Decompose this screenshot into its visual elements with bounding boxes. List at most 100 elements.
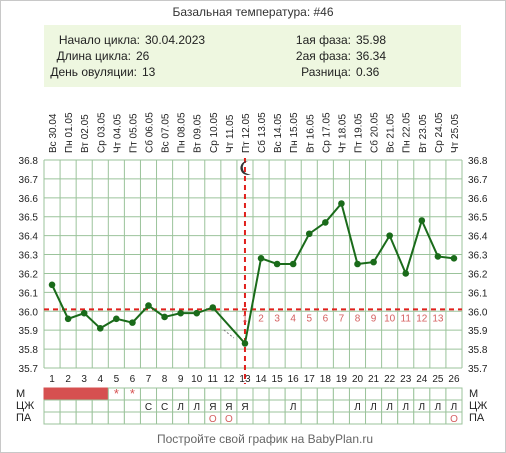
phase2-count: 4 (290, 313, 296, 324)
date-label: Пт 12.05 (241, 113, 252, 153)
date-label: Пн 22.05 (402, 112, 413, 153)
y-tick-label-right: 36.5 (468, 213, 488, 224)
marker-cell (91, 399, 109, 413)
cycle-length-value: 26 (136, 49, 150, 63)
temperature-point (418, 217, 426, 224)
day-number: 8 (162, 374, 168, 385)
marker-cell (381, 387, 399, 401)
phase2-count: 9 (371, 313, 377, 324)
marker-cell (252, 411, 270, 425)
date-label: Ср 03.05 (96, 112, 107, 153)
date-label: Пт 05.05 (128, 113, 139, 153)
day-number: 6 (130, 374, 136, 385)
reference-lines (44, 158, 462, 384)
marker-cell (300, 411, 318, 425)
date-label: Пн 15.05 (289, 112, 300, 153)
marker-cell (156, 411, 174, 425)
y-tick-label-right: 36.4 (468, 232, 488, 243)
marker-cell (204, 387, 222, 401)
marker-cell (397, 411, 415, 425)
marker-cell (139, 387, 158, 401)
date-label: Вт 09.05 (193, 114, 204, 153)
phase2-counts: 1 2 3 4 5 6 7 8 9 10 11 12 13 (242, 313, 444, 324)
marker-symbol: Л (370, 402, 377, 413)
marker-cell (59, 411, 77, 425)
y-tick-label: 35.9 (19, 326, 39, 337)
difference-label: Разница: (301, 65, 351, 79)
marker-symbol: С (161, 402, 168, 413)
temperature-point (96, 324, 104, 332)
day-number: 2 (65, 374, 71, 385)
marker-cell (43, 399, 61, 413)
y-tick-label-right: 36.1 (468, 288, 488, 299)
y-tick-labels: 35.7 35.7 35.8 35.8 35.9 35.9 36.0 36.0 36.1 36.1… (19, 156, 488, 375)
y-tick-label-right: 35.7 (468, 364, 488, 375)
temperature-point (209, 304, 217, 311)
day-number: 7 (146, 374, 152, 385)
ovulation-day-label: День овуляции: (50, 65, 137, 79)
row-label-m-right: М (469, 388, 478, 400)
y-tick-label: 36.6 (19, 194, 39, 205)
row-label-m: М (16, 388, 25, 400)
chart-title: Базальная температура: #46 (172, 5, 333, 19)
marker-symbol: С (145, 402, 152, 413)
temperature-point (48, 281, 56, 289)
marker-symbol: Я (209, 402, 216, 413)
cycle-start-label: Начало цикла: (59, 33, 140, 47)
day-number: 17 (304, 374, 316, 385)
day-number-labels: 1 2 3 4 5 6 7 8 9 10 11 12 13 14 15 16 17 18 19 20 21 22 23 24 2… (49, 374, 460, 385)
day-number: 18 (320, 374, 332, 385)
row-label-cf: ЦЖ (16, 400, 34, 412)
day-number: 24 (416, 374, 428, 385)
temperature-point (241, 340, 249, 347)
date-label: Чт 04.05 (112, 114, 123, 153)
phase2-count: 12 (416, 313, 428, 324)
footer-link[interactable]: Постройте свой график на BabyPlan.ru (157, 432, 373, 446)
marker-cell (123, 411, 141, 425)
marker-cell (268, 399, 286, 413)
marker-cell (332, 411, 350, 425)
info-left: Начало цикла: 30.04.2023 Длина цикла: 26… (50, 33, 205, 79)
marker-cell (75, 399, 93, 413)
cycle-length-label: Длина цикла: (57, 49, 131, 63)
marker-cell (429, 411, 447, 425)
date-label: Пн 01.05 (64, 112, 75, 153)
date-label: Пн 08.05 (177, 112, 188, 153)
date-label: Вс 21.05 (386, 113, 397, 153)
marker-cell (43, 411, 61, 425)
marker-symbol: * (130, 386, 135, 401)
marker-cell (75, 411, 93, 425)
date-label: Чт 11.05 (225, 114, 236, 153)
marker-symbol: Л (386, 402, 393, 413)
marker-cell (268, 387, 286, 401)
y-tick-label: 35.7 (19, 364, 39, 375)
temperature-point (322, 219, 329, 226)
info-panel (44, 25, 461, 87)
temperature-point (273, 260, 281, 268)
day-number: 26 (448, 374, 460, 385)
date-label: Пт 19.05 (354, 113, 365, 153)
phase2-count: 8 (355, 313, 361, 324)
marker-symbol: Л (419, 402, 426, 413)
marker-cell (429, 387, 447, 401)
marker-symbol: Л (290, 402, 297, 413)
phase1-value: 35.98 (356, 33, 386, 47)
marker-cell (107, 399, 125, 413)
marker-symbol: Л (451, 402, 458, 413)
temperature-point (113, 315, 120, 323)
temperature-point (145, 302, 152, 309)
phase2-count: 6 (323, 313, 329, 324)
date-label: Ср 10.05 (209, 112, 220, 153)
day-number: 14 (255, 374, 267, 385)
marker-cell (43, 387, 61, 401)
marker-symbol: О (209, 414, 217, 425)
marker-cell (300, 387, 318, 401)
marker-cell (172, 387, 190, 401)
marker-cell (413, 411, 431, 425)
temperature-point (402, 270, 410, 277)
marker-cell (252, 387, 270, 401)
marker-cell (252, 399, 270, 413)
marker-symbol: Л (435, 402, 442, 413)
marker-cell (300, 399, 318, 413)
phase2-count: 3 (274, 313, 280, 324)
